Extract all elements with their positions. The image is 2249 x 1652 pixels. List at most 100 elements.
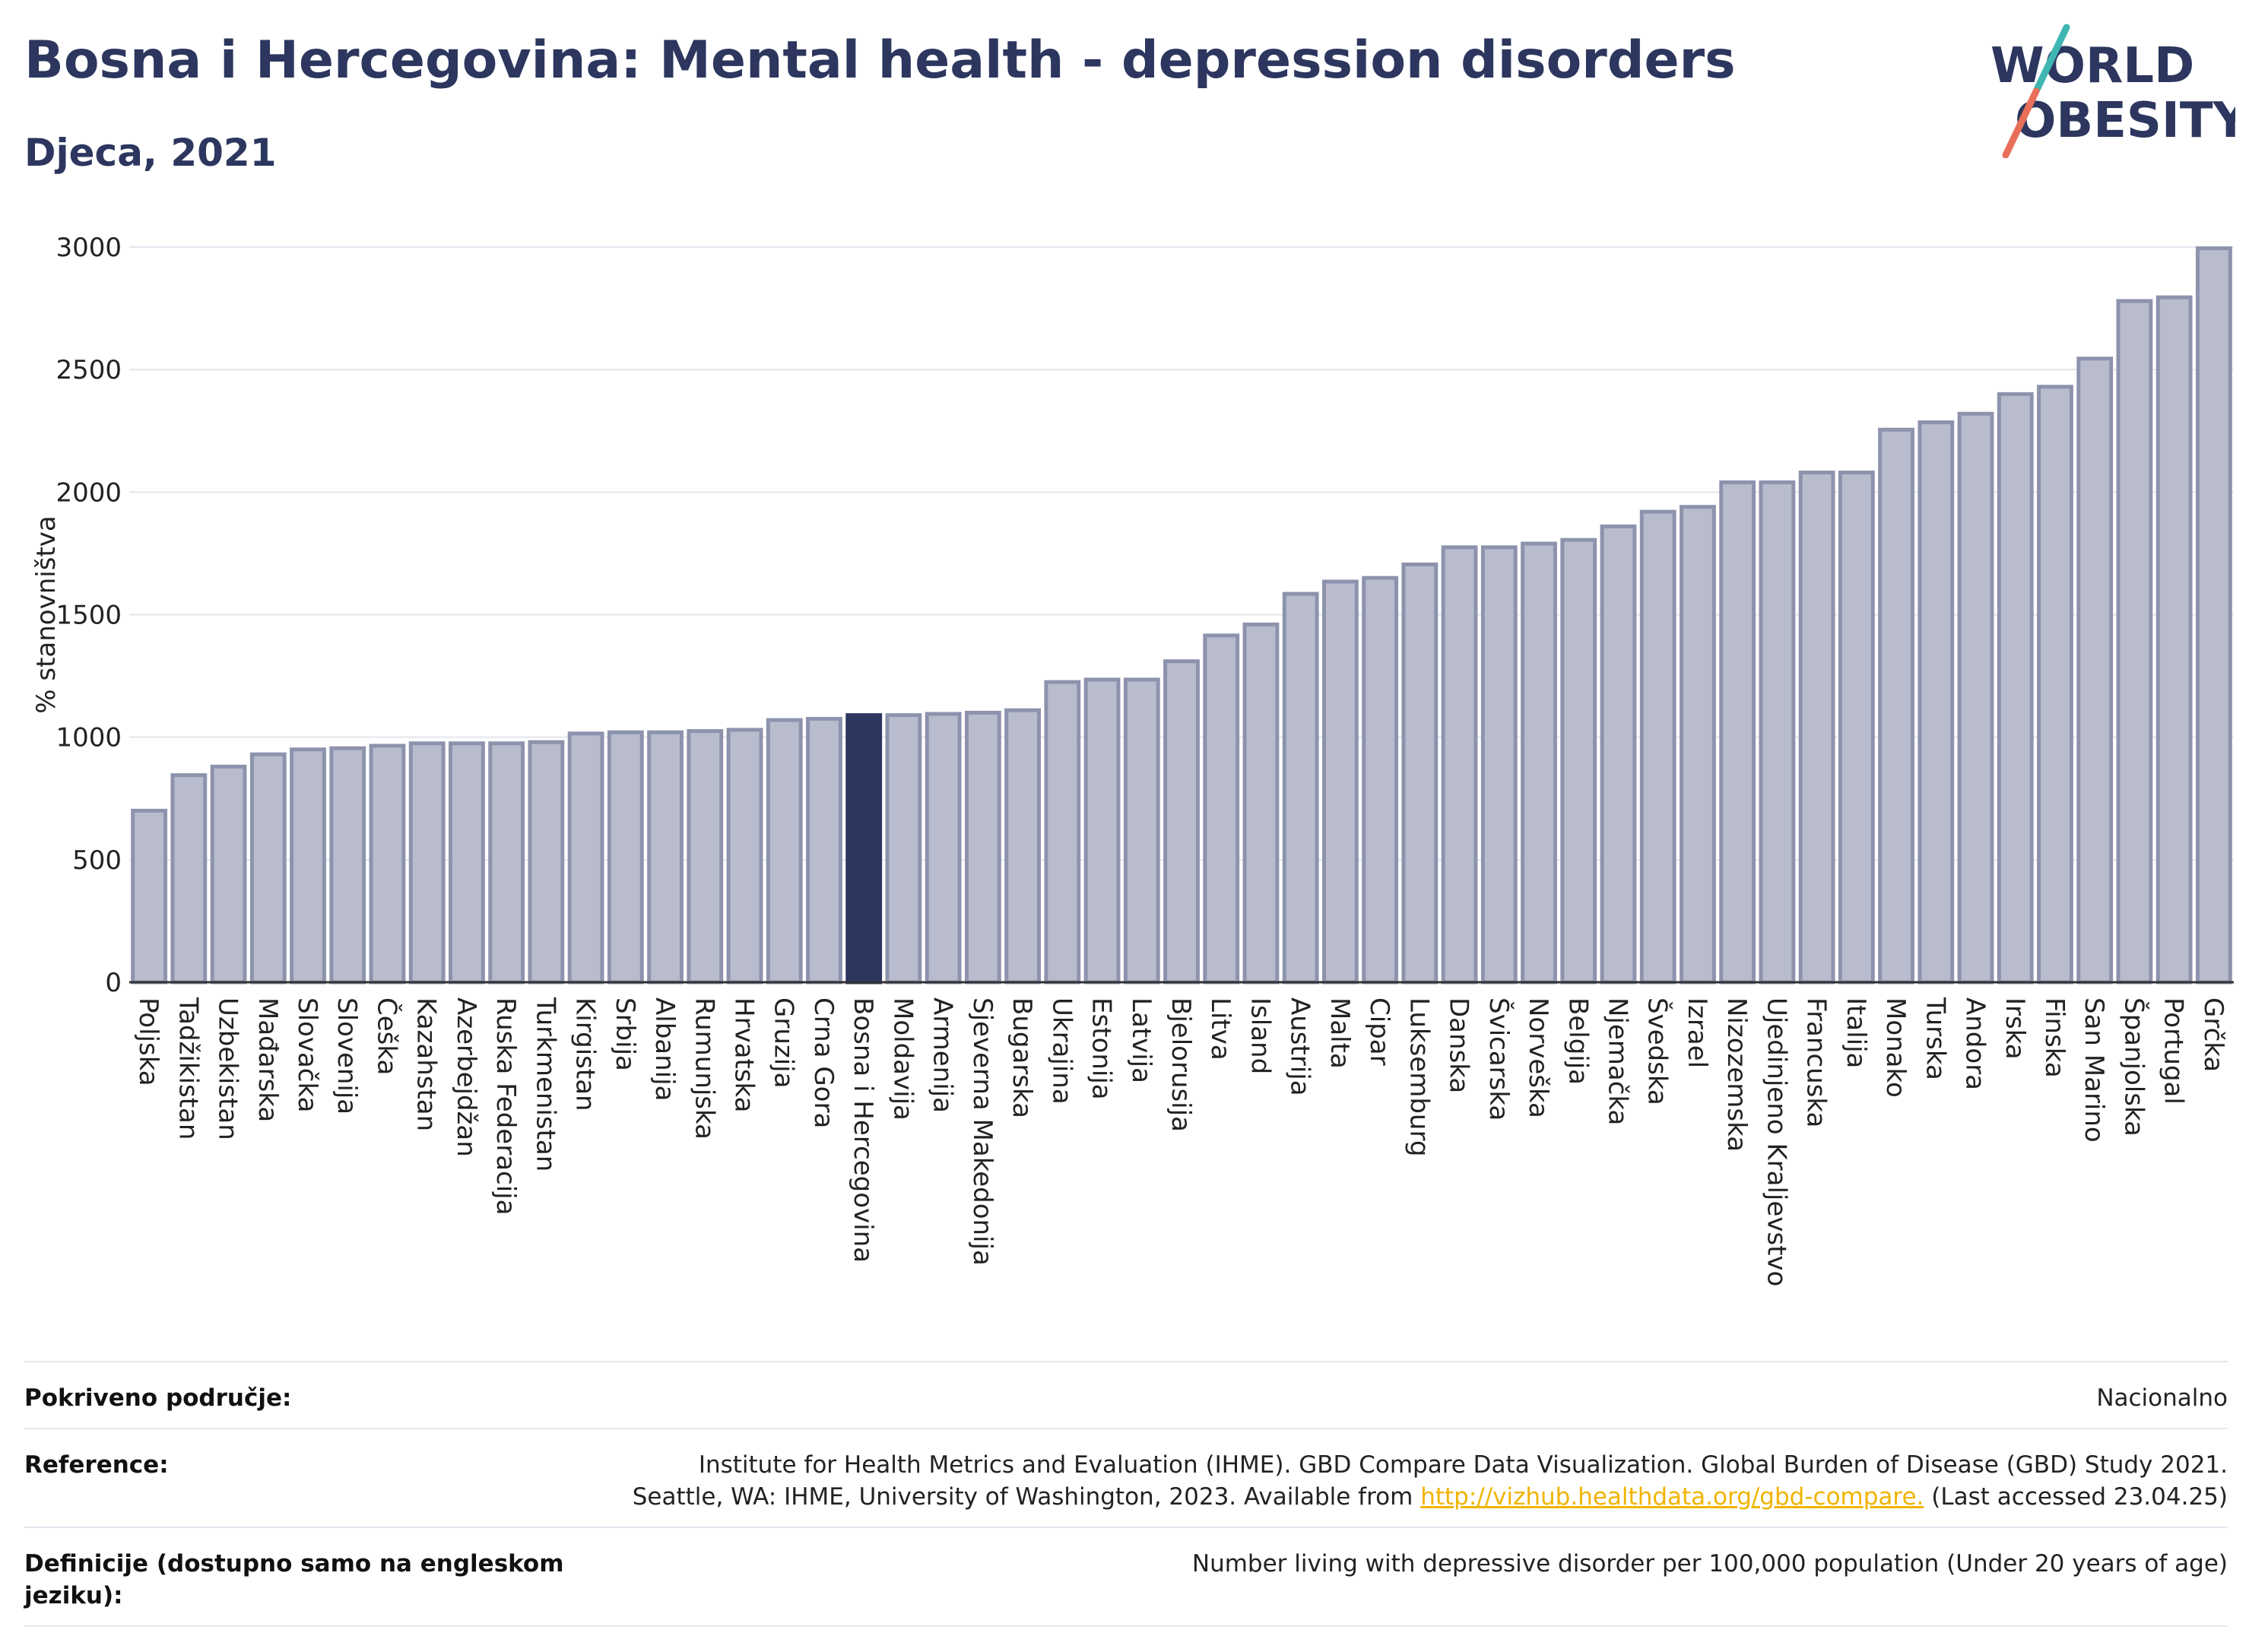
- chart-subtitle: Djeca, 2021: [24, 131, 277, 175]
- y-tick-label: 2500: [56, 355, 122, 385]
- x-tick-label: Monako: [1880, 997, 1911, 1098]
- x-tick-label: Francuska: [1801, 997, 1832, 1127]
- x-tick-label: Belgija: [1562, 997, 1593, 1085]
- bar-izrael: [1680, 505, 1716, 985]
- bars: [131, 246, 2232, 985]
- x-tick-label: Srbija: [610, 997, 640, 1071]
- bar-malta: [1321, 579, 1359, 985]
- reference-row: Reference: Institute for Health Metrics …: [24, 1428, 2228, 1527]
- bar-srbija: [607, 730, 644, 985]
- reference-line1: Institute for Health Metrics and Evaluat…: [698, 1451, 2228, 1479]
- x-tick-label: Albanija: [649, 997, 680, 1101]
- bar-norveška: [1521, 541, 1557, 985]
- x-tick-label: Cipar: [1364, 997, 1394, 1066]
- coverage-label: Pokriveno područje:: [24, 1384, 292, 1412]
- x-tick-label: Kirgistan: [570, 997, 601, 1111]
- logo-coral-slash: [2002, 87, 2040, 158]
- x-tick-label: Estonija: [1086, 997, 1117, 1100]
- bar-grčka: [2195, 246, 2232, 985]
- x-tick-label: Hrvatska: [729, 997, 760, 1112]
- bar-monako: [1878, 427, 1914, 985]
- bar-albanija: [647, 730, 684, 985]
- bar-island: [1242, 622, 1280, 985]
- chart-title: Bosna i Hercegovina: Mental health - dep…: [24, 30, 1736, 90]
- bar-portugal: [2155, 295, 2193, 985]
- bar-slovačka: [290, 747, 326, 985]
- y-tick-label: 1500: [56, 601, 122, 631]
- bar-kazahstan: [408, 741, 446, 985]
- bar-finska: [2037, 385, 2073, 985]
- x-axis-labels: Poljska Tadžikistan Uzbekistan Mađarska Slov…: [133, 997, 2228, 1286]
- bar-sjeverna-makedonija: [964, 710, 1001, 985]
- bar-bjelorusija: [1163, 659, 1200, 985]
- coverage-value: Nacionalno: [2096, 1384, 2228, 1412]
- x-tick-label: Turska: [1920, 997, 1950, 1080]
- definition-label: Definicije (dostupno samo na engleskom j…: [24, 1550, 564, 1609]
- bar-mađarska: [249, 752, 287, 985]
- bar-uzbekistan: [210, 764, 247, 985]
- bar-moldavija: [885, 713, 922, 985]
- bar-azerbejdžan: [449, 741, 485, 985]
- bar-estonija: [1083, 677, 1121, 985]
- x-tick-label: Italija: [1841, 997, 1871, 1068]
- bar-francuska: [1798, 471, 1835, 985]
- bar-nizozemska: [1719, 480, 1756, 985]
- x-tick-label: Island: [1245, 997, 1275, 1074]
- x-tick-label: Danska: [1444, 997, 1474, 1093]
- bar-belgija: [1560, 537, 1597, 985]
- x-tick-label: Latvija: [1126, 997, 1156, 1083]
- x-tick-label: Poljska: [133, 997, 163, 1086]
- bar-tadžikistan: [170, 773, 208, 985]
- x-tick-label: Tadžikistan: [173, 997, 203, 1140]
- bar-ukrajina: [1044, 680, 1081, 985]
- y-tick-label: 2000: [56, 477, 122, 508]
- reference-line2-pre: Seattle, WA: IHME, University of Washing…: [632, 1483, 1421, 1511]
- bar-njemačka: [1600, 524, 1637, 985]
- y-tick-label: 0: [105, 968, 122, 998]
- bar-turska: [1918, 420, 1955, 985]
- logo-line1: WORLD: [1990, 38, 2194, 94]
- bar-italija: [1838, 471, 1875, 985]
- x-tick-label: Andora: [1960, 997, 1990, 1090]
- x-tick-label: Mađarska: [252, 997, 283, 1122]
- x-tick-label: Irska: [2000, 997, 2030, 1060]
- bar-cipar: [1362, 576, 1399, 985]
- bar-danska: [1441, 545, 1478, 985]
- bar-irska: [1997, 392, 2034, 985]
- x-tick-label: Češka: [371, 997, 402, 1075]
- x-tick-label: Njemačka: [1602, 997, 1632, 1125]
- bar-češka: [369, 744, 406, 985]
- bar-bugarska: [1004, 708, 1042, 985]
- x-tick-label: Finska: [2039, 997, 2070, 1078]
- x-tick-label: Turkmenistan: [530, 997, 560, 1172]
- x-tick-label: San Marino: [2079, 997, 2109, 1143]
- bar-ruska-federacija: [488, 741, 525, 985]
- bar-španjolska: [2116, 299, 2153, 985]
- coverage-row: Pokriveno područje: Nacionalno: [24, 1361, 2228, 1428]
- x-tick-label: Grčka: [2198, 997, 2228, 1072]
- bar-latvija: [1123, 677, 1160, 985]
- bar-kirgistan: [567, 731, 604, 985]
- bar-san-marino: [2076, 357, 2114, 985]
- x-tick-label: Uzbekistan: [213, 997, 243, 1140]
- reference-link[interactable]: http://vizhub.healthdata.org/gbd-compare…: [1420, 1483, 1924, 1511]
- x-tick-label: Norveška: [1523, 997, 1553, 1118]
- reference-value: Institute for Health Metrics and Evaluat…: [633, 1449, 2228, 1513]
- info-table: Pokriveno područje: Nacionalno Reference…: [24, 1361, 2228, 1627]
- x-tick-label: Bjelorusija: [1166, 997, 1196, 1132]
- x-tick-label: Portugal: [2159, 997, 2189, 1105]
- x-tick-label: Slovenija: [331, 997, 362, 1115]
- x-tick-label: Armenija: [928, 997, 958, 1113]
- bar-chart: 0 500 1000 1500 2000 2500 3000 Poljska Tadžikis…: [31, 233, 2234, 1286]
- x-tick-label: Nizozemska: [1721, 997, 1752, 1152]
- bar-austrija: [1282, 591, 1319, 985]
- reference-line2-post: (Last accessed 23.04.25): [1924, 1483, 2228, 1511]
- bar-armenija: [925, 712, 962, 985]
- bar-švicarska: [1480, 545, 1518, 985]
- logo-teal-slash: [2032, 24, 2070, 95]
- x-tick-label: Crna Gora: [808, 997, 839, 1128]
- bar-bosna-i-hercegovina: [845, 713, 883, 985]
- x-tick-label: Ukrajina: [1046, 997, 1077, 1105]
- x-tick-label: Španjolska: [2118, 997, 2149, 1137]
- x-tick-label: Luksemburg: [1404, 997, 1434, 1156]
